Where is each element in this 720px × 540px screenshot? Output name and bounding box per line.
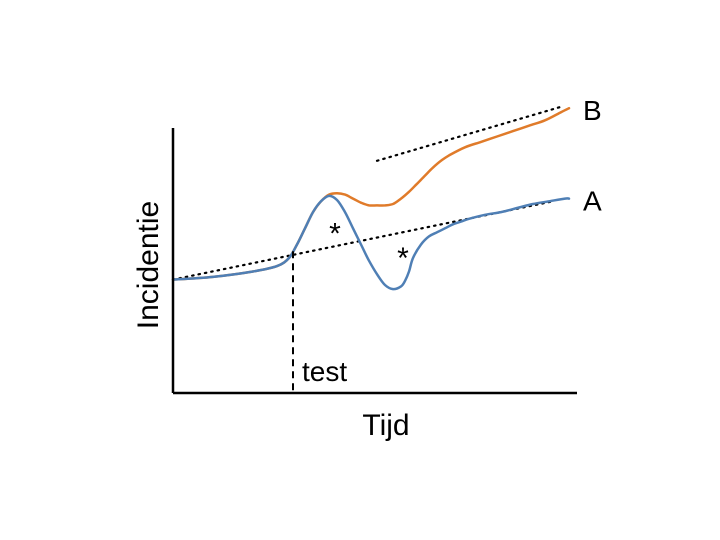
trend-line-2 — [375, 105, 563, 162]
series-line-A — [171, 194, 571, 291]
x-axis-label: Tijd — [362, 409, 409, 442]
y-axis-label: Incidentie — [132, 201, 165, 329]
series-label-B: B — [583, 95, 602, 126]
series-line-B — [171, 106, 571, 281]
test-label: test — [302, 356, 347, 387]
series-label-A: A — [583, 186, 602, 217]
trend-line-1 — [171, 200, 555, 281]
series-lines — [171, 106, 571, 291]
series-labels: BA — [583, 95, 602, 216]
annotations: ** — [329, 218, 409, 275]
asterisk-1: * — [329, 218, 341, 251]
trend-lines — [171, 105, 563, 281]
asterisk-2: * — [397, 242, 409, 275]
